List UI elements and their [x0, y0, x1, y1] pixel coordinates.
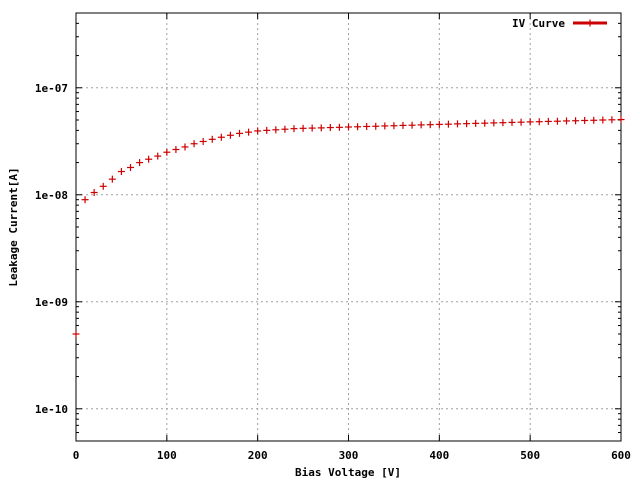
data-point — [508, 118, 516, 126]
data-point — [245, 128, 253, 136]
data-point — [553, 117, 561, 125]
data-point — [236, 129, 243, 137]
data-point — [454, 120, 461, 128]
y-tick-label: 1e-10 — [35, 403, 68, 416]
legend: IV Curve — [512, 17, 607, 30]
data-point — [354, 123, 362, 131]
data-point — [408, 121, 416, 129]
data-point — [217, 133, 225, 141]
plot-frame — [75, 12, 622, 442]
data-point — [308, 124, 316, 132]
data-point — [517, 118, 525, 126]
y-tick-label: 1e-08 — [35, 189, 68, 202]
data-point — [345, 123, 352, 131]
data-point — [481, 119, 489, 127]
data-point — [381, 122, 389, 130]
data-point — [363, 122, 371, 130]
data-point — [145, 155, 153, 163]
data-point — [335, 123, 343, 131]
data-point — [299, 124, 307, 132]
series-points — [72, 116, 625, 338]
y-tick-label: 1e-09 — [35, 296, 68, 309]
data-point — [281, 125, 289, 133]
data-point — [190, 140, 198, 148]
x-tick-label: 100 — [157, 449, 177, 462]
data-point — [535, 118, 543, 126]
data-point — [399, 121, 407, 129]
data-point — [617, 116, 625, 124]
data-point — [608, 116, 616, 124]
data-point — [199, 137, 207, 145]
y-axis-label: Leakage Current[A] — [7, 167, 20, 286]
data-point — [208, 135, 216, 143]
x-tick-label: 200 — [248, 449, 268, 462]
data-point — [435, 120, 443, 128]
data-point — [417, 121, 425, 129]
data-point — [99, 182, 107, 190]
data-point — [90, 189, 98, 197]
data-point — [490, 119, 498, 127]
x-tick-label: 0 — [73, 449, 80, 462]
data-point — [372, 122, 380, 130]
data-point — [590, 116, 598, 124]
data-point — [172, 146, 180, 154]
data-point — [136, 159, 144, 167]
grid-lines — [76, 13, 621, 441]
data-point — [581, 116, 589, 124]
data-point — [326, 124, 334, 132]
data-point — [254, 127, 262, 135]
data-point — [544, 117, 552, 125]
data-point — [263, 126, 271, 134]
y-tick-label: 1e-07 — [35, 82, 68, 95]
tick-labels: 0 100 200 300 400 500 600 1e-10 1e-09 1e-08 1e-07 — [35, 82, 631, 462]
data-point — [463, 120, 471, 128]
data-point — [154, 152, 162, 160]
legend-sample — [573, 19, 607, 27]
x-tick-label: 300 — [339, 449, 359, 462]
x-tick-label: 600 — [611, 449, 631, 462]
data-point — [444, 120, 452, 128]
data-point — [317, 124, 325, 132]
data-point — [599, 116, 607, 124]
data-point — [127, 163, 134, 171]
data-point — [290, 125, 298, 133]
data-point — [72, 330, 80, 338]
legend-label: IV Curve — [512, 17, 565, 30]
data-point — [272, 126, 280, 134]
data-point — [499, 119, 507, 127]
data-point — [108, 175, 116, 183]
x-tick-label: 400 — [429, 449, 449, 462]
data-point — [472, 119, 480, 127]
data-point — [426, 121, 434, 129]
data-point — [181, 143, 189, 151]
data-point — [572, 117, 580, 125]
data-point — [81, 196, 89, 204]
x-tick-label: 500 — [520, 449, 540, 462]
x-axis-label: Bias Voltage [V] — [295, 466, 401, 479]
data-point — [163, 148, 171, 156]
data-point — [226, 131, 234, 139]
data-point — [563, 117, 570, 125]
data-point — [117, 168, 125, 176]
data-point — [390, 122, 398, 130]
data-point — [526, 118, 534, 126]
